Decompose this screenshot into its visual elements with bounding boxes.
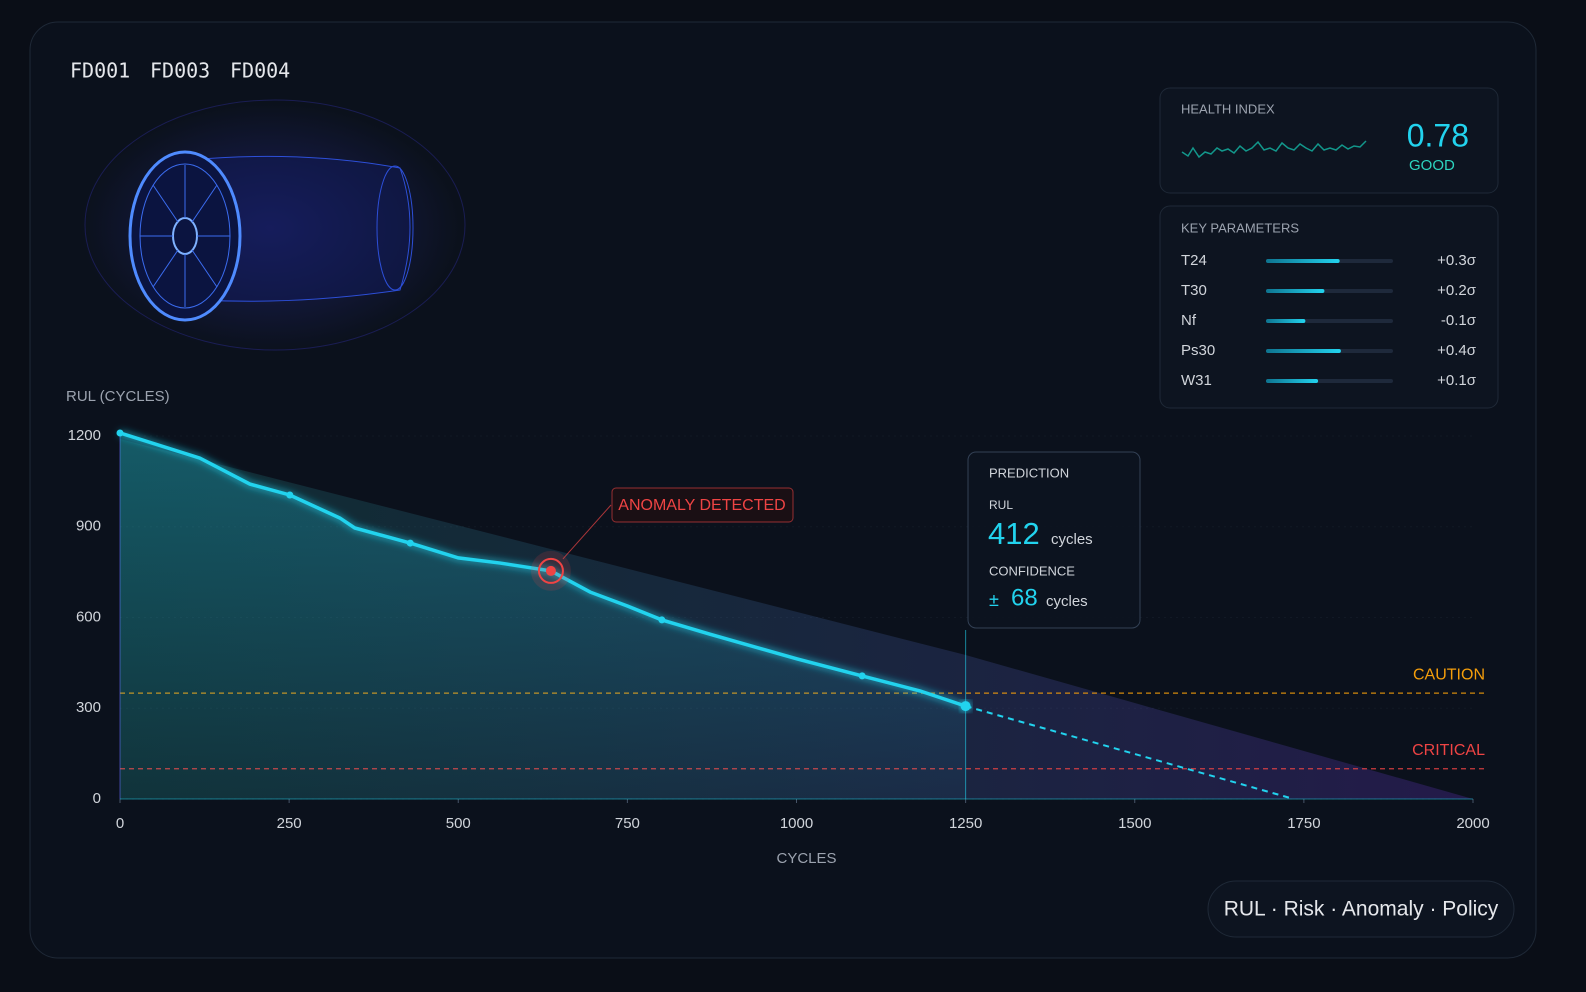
key-parameters-title: KEY PARAMETERS (1181, 220, 1299, 235)
x-tick-label: 500 (446, 815, 471, 832)
param-value: -0.1σ (1441, 312, 1477, 329)
rul-unit: cycles (1051, 531, 1093, 548)
dataset-tab: FD001 (70, 59, 130, 83)
x-tick-label: 0 (116, 815, 124, 832)
modules-text: RUL · Risk · Anomaly · Policy (1224, 898, 1499, 921)
health-index-label: HEALTH INDEX (1181, 101, 1275, 116)
param-name: Nf (1181, 312, 1197, 329)
anomaly-point (545, 565, 556, 576)
key-parameters-card (1159, 205, 1499, 409)
y-tick-label: 1200 (68, 427, 101, 444)
param-bar (1266, 289, 1325, 293)
y-tick-label: 300 (76, 699, 101, 716)
param-bar (1266, 259, 1340, 263)
rul-area (120, 432, 966, 799)
health-status: GOOD (1409, 157, 1455, 174)
x-tick-label: 750 (615, 815, 640, 832)
x-tick-label: 1500 (1118, 815, 1151, 832)
anomaly-box (611, 487, 794, 523)
param-bar (1266, 379, 1319, 383)
health-index-card (1159, 87, 1499, 194)
param-value: +0.3σ (1437, 252, 1477, 269)
rul-point (286, 491, 294, 499)
anomaly-ring (537, 557, 564, 584)
x-tick-label: 1000 (780, 815, 813, 832)
y-axis-label: RUL (CYCLES) (66, 388, 170, 405)
health-sparkline (1181, 140, 1367, 159)
param-bar (1266, 349, 1341, 353)
prediction-title: PREDICTION (989, 465, 1069, 480)
anomaly-leader (562, 504, 612, 560)
rul-point (406, 539, 414, 547)
rul-point (116, 429, 124, 437)
anomaly-label: ANOMALY DETECTED (618, 497, 785, 514)
param-name: T24 (1181, 252, 1207, 269)
confidence-label: CONFIDENCE (989, 563, 1075, 578)
x-tick-label: 1250 (949, 815, 982, 832)
rul-point (658, 616, 666, 624)
param-bar (1266, 319, 1306, 323)
rul-point (858, 672, 866, 680)
rul-label: RUL (989, 498, 1013, 512)
param-value: +0.1σ (1437, 372, 1477, 389)
prediction-card (967, 451, 1141, 629)
confidence-unit: cycles (1046, 593, 1088, 610)
param-value: +0.2σ (1437, 282, 1477, 299)
param-name: Ps30 (1181, 342, 1215, 359)
dataset-tab: FD004 (230, 59, 290, 83)
y-tick-label: 900 (76, 518, 101, 535)
x-axis-label: CYCLES (776, 850, 836, 867)
param-name: W31 (1181, 372, 1212, 389)
confidence-prefix: ± (989, 590, 999, 610)
health-index-value: 0.78 (1407, 117, 1469, 153)
param-value: +0.4σ (1437, 342, 1477, 359)
dataset-tab: FD003 (150, 59, 210, 83)
dataset-tabs: FD001 FD003 FD004 (70, 59, 290, 83)
y-tick-label: 600 (76, 608, 101, 625)
x-tick-label: 2000 (1456, 815, 1489, 832)
rul-line (119, 431, 967, 708)
threshold-label: CRITICAL (1412, 742, 1485, 759)
projection-line (965, 705, 1295, 800)
engine-illustration (80, 99, 466, 353)
x-tick-label: 1750 (1287, 815, 1320, 832)
param-name: T30 (1181, 282, 1207, 299)
x-tick-label: 250 (277, 815, 302, 832)
threshold-label: CAUTION (1413, 666, 1485, 683)
rul-value: 412 (988, 516, 1040, 551)
modules-pill[interactable] (1207, 880, 1515, 938)
current-point (960, 701, 971, 712)
y-tick-label: 0 (93, 790, 101, 807)
confidence-value: 68 (1011, 584, 1038, 611)
